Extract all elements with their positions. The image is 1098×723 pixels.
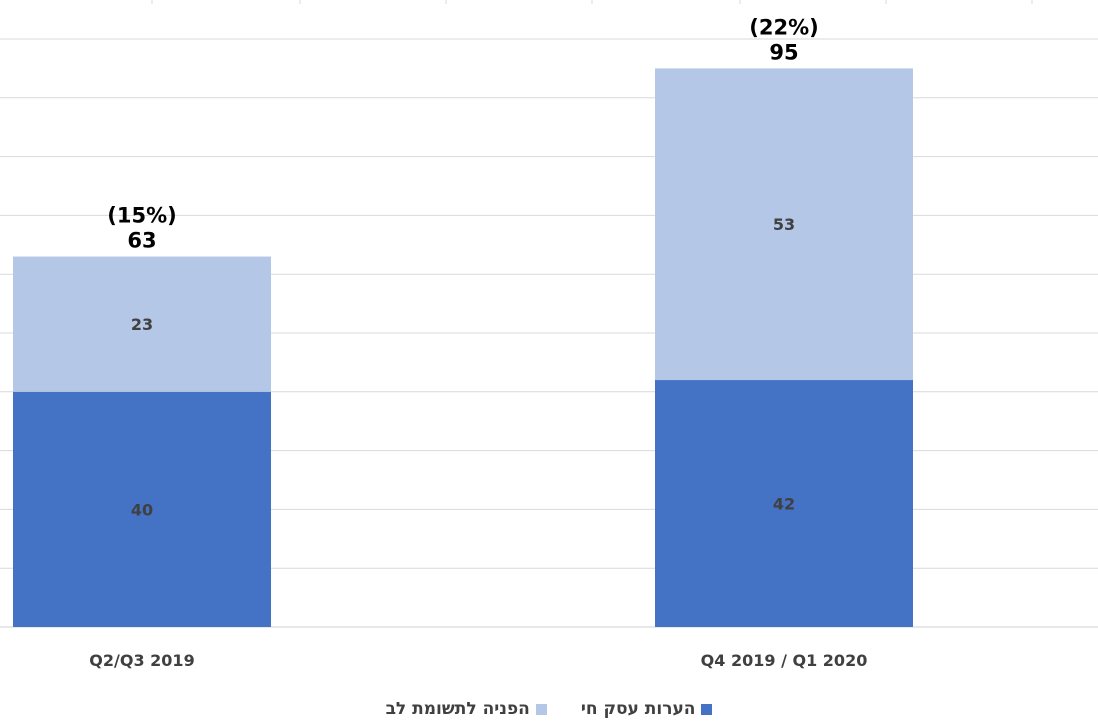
data-label: 53 [773, 215, 795, 234]
legend-item-series-1: הפניה לתשומת לב [386, 699, 547, 719]
legend-label-series-1: הפניה לתשומת לב [386, 699, 530, 719]
legend-label-series-0: הערות עסק חי [581, 699, 696, 719]
top-axis-ticks [152, 0, 1032, 4]
x-tick-label: Q4 2019 / Q1 2020 [701, 651, 868, 670]
legend-item-series-0: הערות עסק חי [581, 699, 713, 719]
x-tick-label: Q2/Q3 2019 [89, 651, 194, 670]
total-label: 63 [127, 229, 156, 253]
data-label: 42 [773, 495, 795, 514]
total-label: 95 [769, 40, 798, 64]
bars [13, 68, 913, 627]
data-label: 23 [131, 315, 153, 334]
data-label: 40 [131, 500, 153, 519]
legend: הערות עסק חי הפניה לתשומת לב [0, 697, 1098, 721]
percentage-label: (22%) [749, 15, 818, 39]
percentage-label: (15%) [107, 204, 176, 228]
legend-swatch-series-0 [701, 704, 712, 715]
legend-swatch-series-1 [536, 704, 547, 715]
